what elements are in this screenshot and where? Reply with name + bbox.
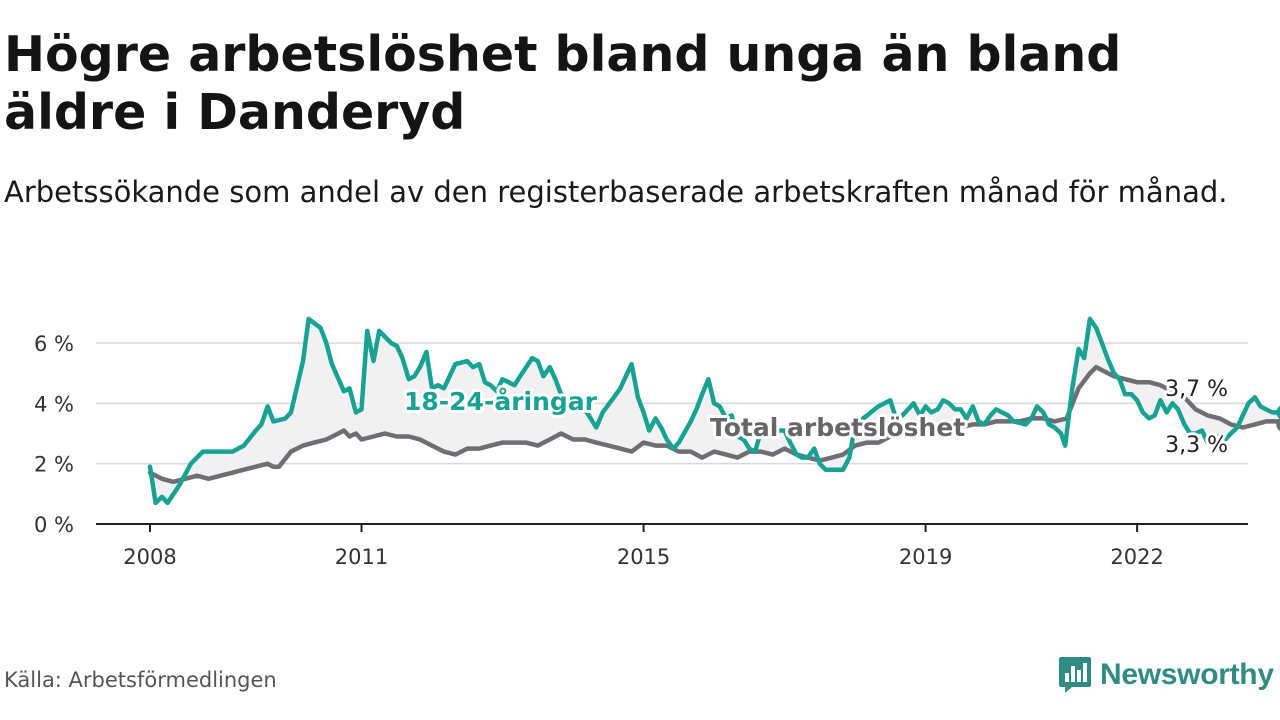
x-tick-label: 2011 [335,545,388,569]
x-tick-label: 2015 [617,545,670,569]
series-lines [147,316,1280,506]
x-axis-ticks: 2008 2011 2015 2019 2022 [123,524,1164,569]
x-tick-label: 2008 [123,545,176,569]
end-label-youth-halo: 3,7 % [1165,377,1228,402]
newsworthy-logo-text: Newsworthy [1100,658,1274,691]
newsworthy-logo-icon [1059,657,1091,693]
y-tick-label: 0 % [34,513,74,537]
end-label-total-halo: 3,3 % [1165,433,1228,458]
series-line-youth [147,316,1280,506]
y-tick-label: 4 % [34,392,74,416]
series-label-youth: 18-24-åringar [404,387,598,416]
series-line-total [147,364,1280,485]
chart-subtitle: Arbetssökande som andel av den registerb… [4,175,1228,209]
y-axis-ticks: 0 % 2 % 4 % 6 % [34,332,74,537]
source-note: Källa: Arbetsförmedlingen [4,668,277,692]
x-tick-label: 2022 [1110,545,1163,569]
series-label-youth-halo: 18-24-åringar [404,387,598,416]
series-label-total-halo: Total arbetslöshet [710,413,965,442]
chart-title: Högre arbetslöshet bland unga än bland ä… [4,26,1122,141]
end-marker-total [1276,417,1280,431]
x-tick-label: 2019 [899,545,952,569]
end-label-youth: 3,7 % [1165,377,1228,402]
gridlines [96,342,1248,465]
y-tick-label: 2 % [34,453,74,477]
end-label-total: 3,3 % [1165,433,1228,458]
y-tick-label: 6 % [34,332,74,356]
newsworthy-logo[interactable]: Newsworthy [1058,655,1274,695]
area-between-series [150,318,1280,503]
series-label-total: Total arbetslöshet [710,413,965,442]
end-marker-youth [1276,405,1280,419]
end-markers [1276,405,1280,431]
